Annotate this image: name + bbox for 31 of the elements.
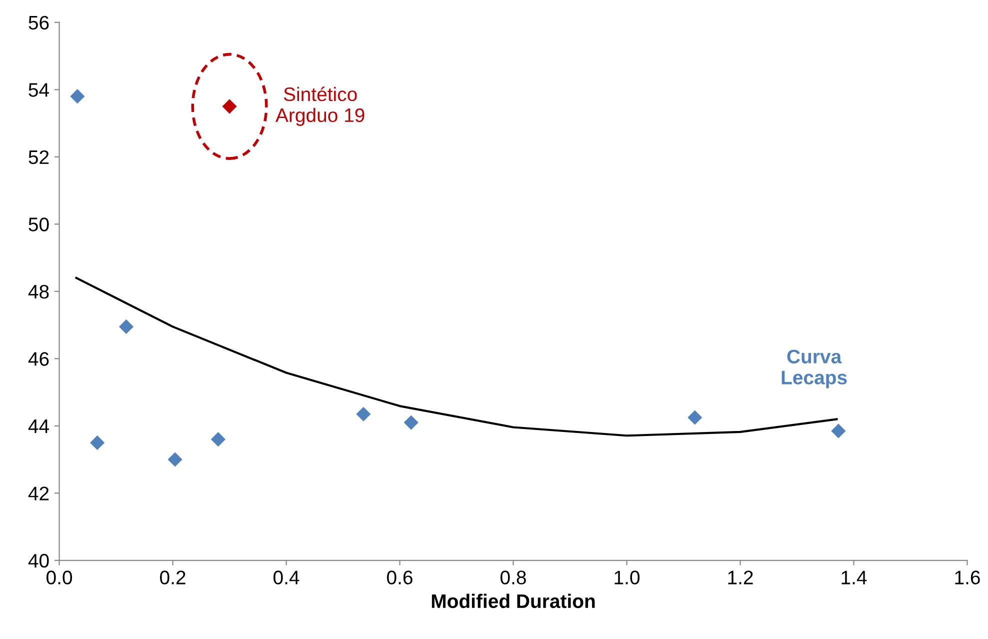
y-tick-label: 44 [28,420,49,433]
point [168,452,182,467]
point [90,435,105,450]
x-tick-label: 1.0 [614,570,640,584]
x-tick-label: 0.2 [160,570,186,584]
x-tick-label: 1.4 [842,570,867,584]
x-axis-title: Modified Duration [432,594,595,608]
x-tick-label: 0.6 [387,570,412,584]
point [356,406,371,422]
point [222,99,237,114]
point [210,432,226,447]
y-tick-label: 56 [28,16,49,30]
x-tick-label: 1.6 [955,570,980,584]
y-tick-label: 54 [28,83,49,97]
point [70,89,85,104]
annotation: Sintético Argduo 19 [276,86,364,126]
y-tick-label: 42 [28,486,49,500]
y-tick-label: 52 [28,150,49,164]
x-tick-label: 0.8 [500,570,526,584]
x-tick-label: 0.4 [274,570,300,584]
y-tick-label: 46 [28,352,49,366]
y-tick-label: 48 [28,284,49,299]
x-tick-label: 1.2 [728,570,753,584]
point [404,415,418,430]
point [118,319,134,334]
x-tick-label: 0.0 [46,570,72,584]
point [688,410,702,425]
y-tick-label: 40 [28,554,49,568]
point [831,424,846,438]
y-tick-label: 50 [28,218,49,232]
annotation: Curva Lecaps [782,350,847,388]
